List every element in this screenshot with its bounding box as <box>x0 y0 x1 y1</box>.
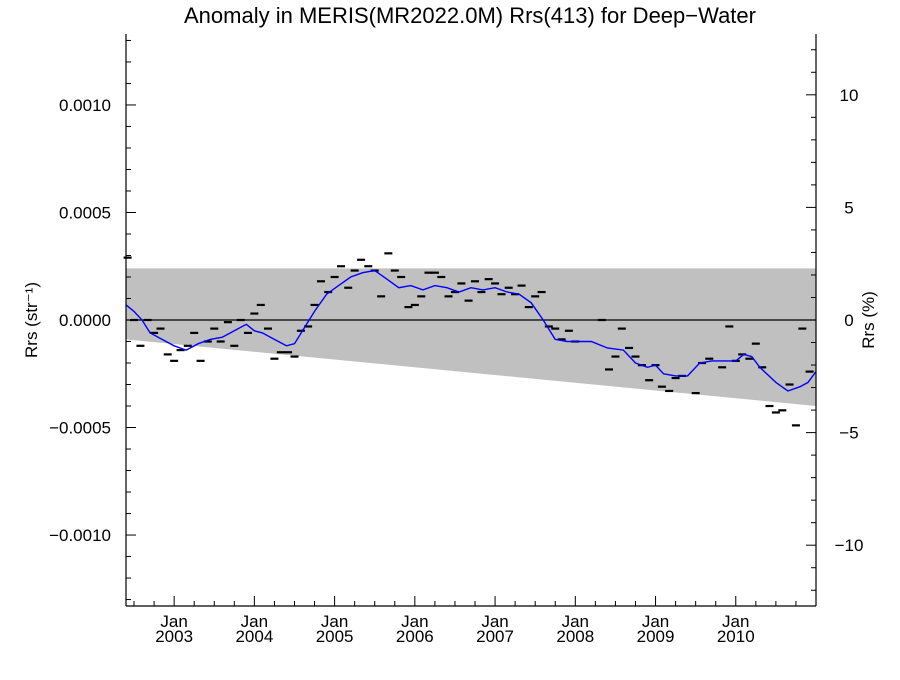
x-tick-year: 2008 <box>556 627 594 646</box>
x-ticks-layer: Jan2003Jan2004Jan2005Jan2006Jan2007Jan20… <box>133 596 797 646</box>
x-tick-month: Jan <box>562 612 589 631</box>
uncertainty-band <box>126 268 816 407</box>
y2-tick-label: −5 <box>839 424 858 443</box>
y-tick-label: 0.0010 <box>59 96 111 115</box>
x-tick-month: Jan <box>321 612 348 631</box>
y2-tick-label: 5 <box>844 198 853 217</box>
x-tick-month: Jan <box>642 612 669 631</box>
y2-axis-label: Rrs (%) <box>859 291 878 349</box>
x-tick-year: 2004 <box>235 627 273 646</box>
x-tick-month: Jan <box>401 612 428 631</box>
y2-tick-label: 10 <box>840 86 859 105</box>
y-tick-label: 0.0005 <box>59 203 111 222</box>
running-mean-layer <box>125 269 817 392</box>
x-tick-year: 2009 <box>637 627 675 646</box>
uncertainty-band-layer <box>126 268 816 407</box>
x-tick-year: 2005 <box>316 627 354 646</box>
chart-title: Anomaly in MERIS(MR2022.0M) Rrs(413) for… <box>184 3 756 28</box>
x-tick-month: Jan <box>241 612 268 631</box>
y-ticks-layer: 0.0010 0.0005 0.0000 −0.0005 −0.0010 <box>49 39 136 601</box>
y-tick-label: −0.0010 <box>49 526 111 545</box>
x-tick-year: 2007 <box>476 627 514 646</box>
y2-tick-label: 0 <box>844 311 853 330</box>
x-tick-month: Jan <box>160 612 187 631</box>
y-tick-label: −0.0005 <box>49 419 111 438</box>
x-tick-year: 2006 <box>396 627 434 646</box>
y-tick-label: 0.0000 <box>59 311 111 330</box>
y-axis-label: Rrs (str⁻¹) <box>22 282 41 358</box>
x-tick-year: 2003 <box>155 627 193 646</box>
x-tick-year: 2010 <box>717 627 755 646</box>
y2-ticks-layer: 10 5 0 −5 −10 <box>806 49 864 591</box>
y2-tick-label: −10 <box>835 536 864 555</box>
x-tick-month: Jan <box>722 612 749 631</box>
running-mean-line <box>125 269 817 392</box>
x-tick-month: Jan <box>481 612 508 631</box>
